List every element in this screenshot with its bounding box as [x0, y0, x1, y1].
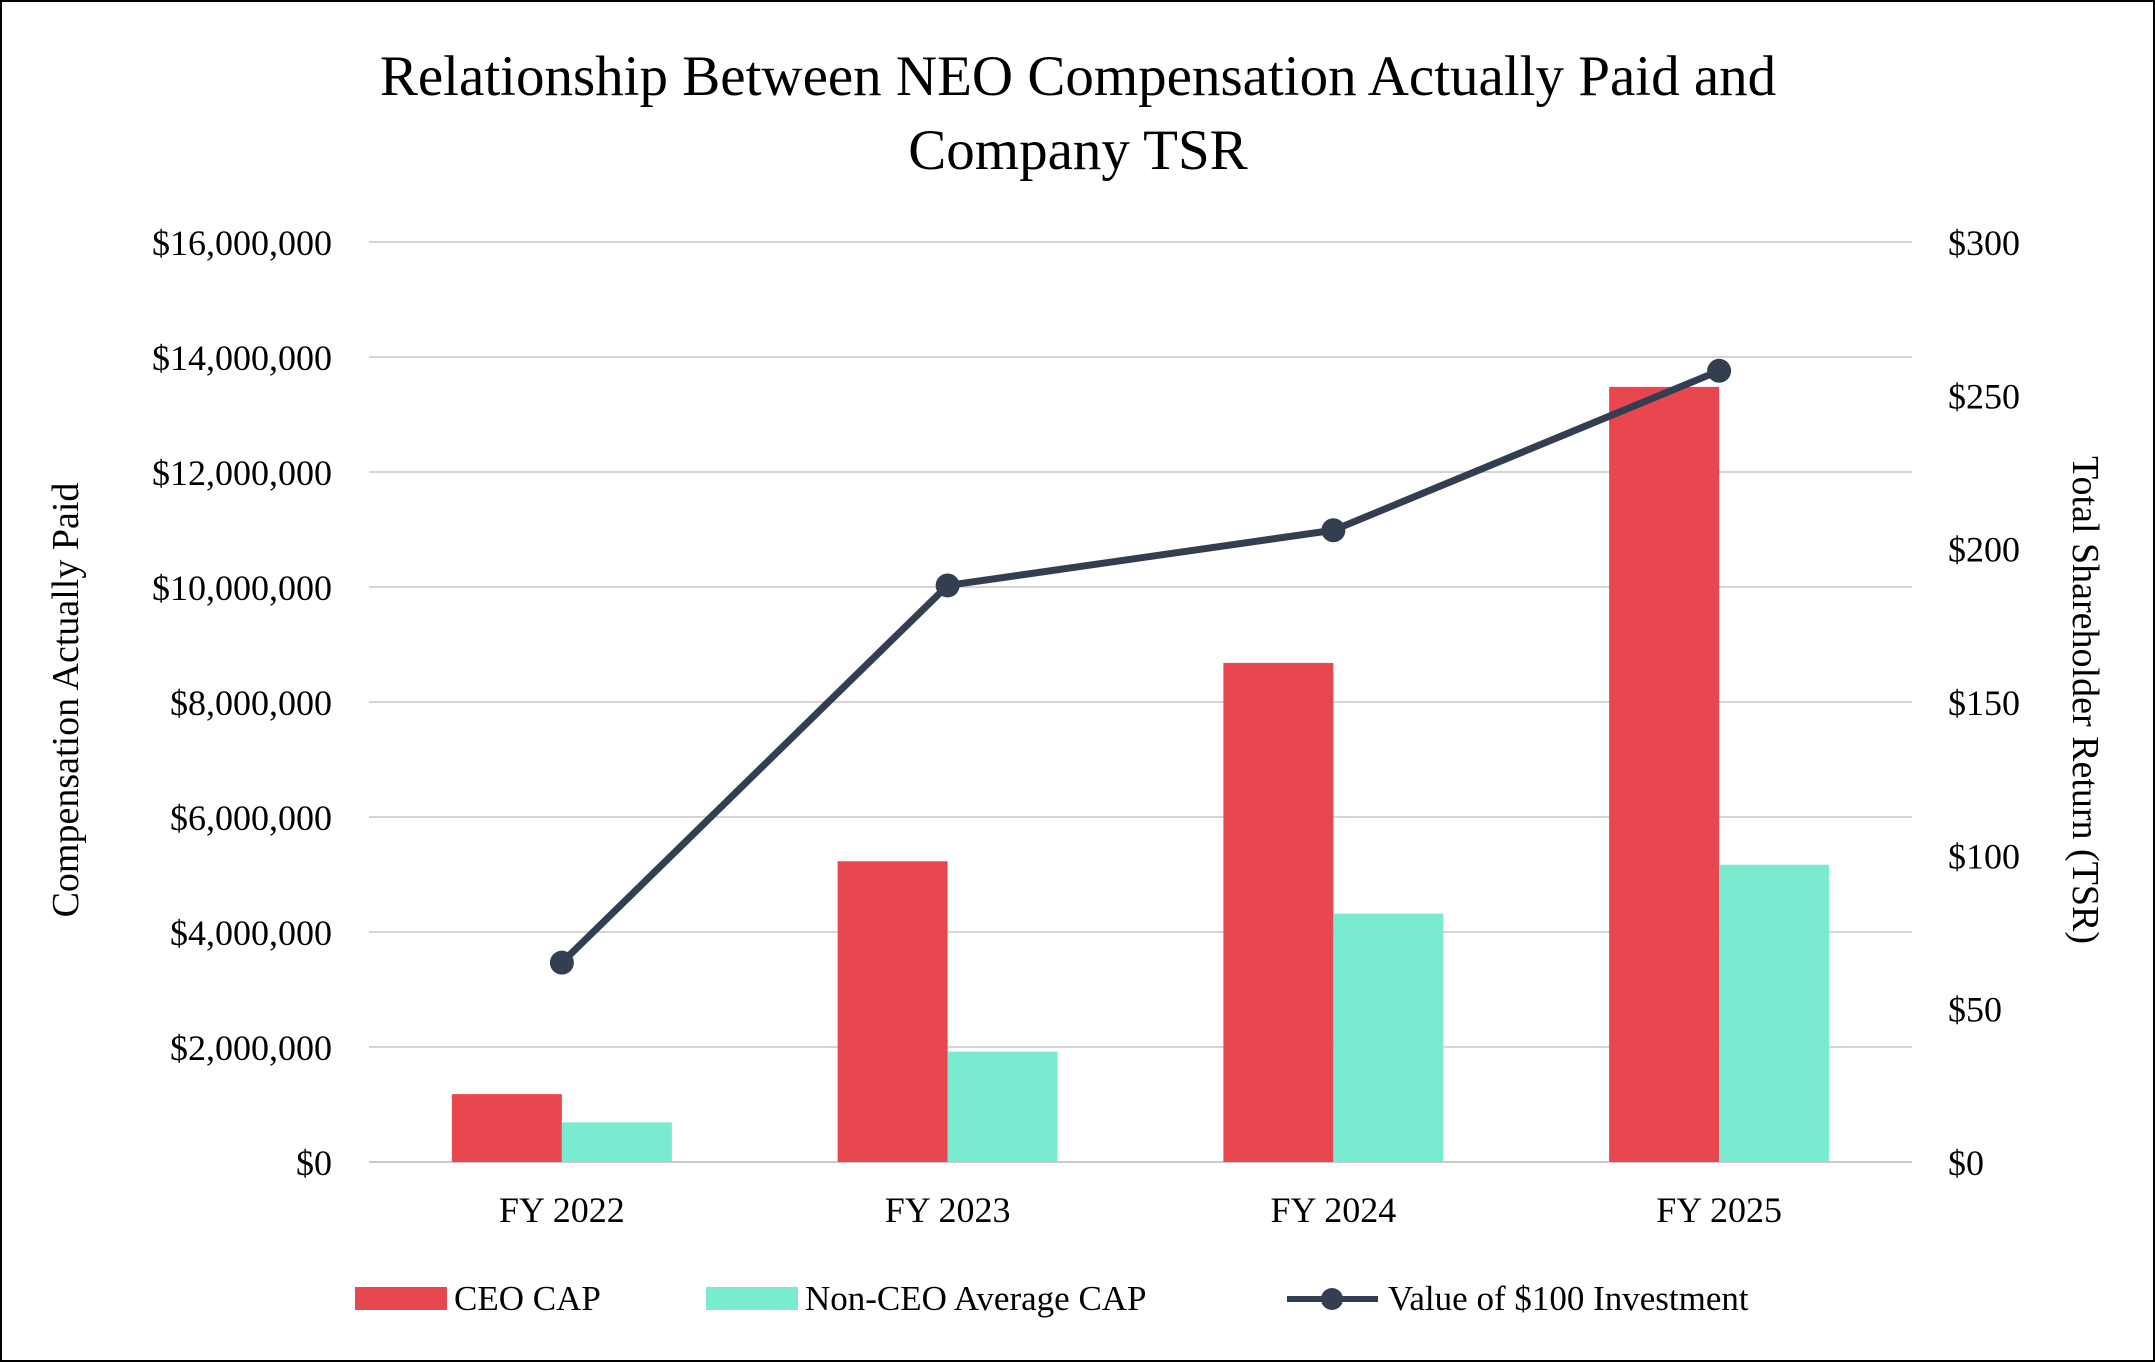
legend-label-ceo-cap: CEO CAP	[454, 1279, 601, 1318]
tsr-point	[1707, 358, 1732, 383]
tsr-line-path	[559, 367, 1721, 966]
tsr-point	[549, 950, 574, 975]
bar-ceo-cap	[1223, 662, 1334, 1162]
legend-swatch-ceo-cap	[355, 1287, 447, 1310]
left-tick-label: $6,000,000	[170, 798, 332, 838]
legend-label-tsr: Value of $100 Investment	[1388, 1279, 1749, 1318]
left-tick-label: $8,000,000	[170, 683, 332, 723]
category-label: FY 2024	[1271, 1190, 1397, 1230]
axes: $0 $2,000,000 $4,000,000 $6,000,000 $8,000,0…	[152, 223, 2020, 1230]
right-tick-label: $200	[1948, 530, 2020, 570]
chart-title-line-2: Company TSR	[908, 119, 1247, 182]
bar-non-ceo-cap	[561, 1122, 672, 1162]
left-tick-label: $16,000,000	[152, 223, 332, 263]
right-tick-label: $50	[1948, 990, 2002, 1030]
bar-ceo-cap	[837, 861, 948, 1162]
category-label: FY 2025	[1656, 1190, 1782, 1230]
legend-marker-tsr	[1321, 1288, 1343, 1310]
right-tick-label: $300	[1948, 223, 2020, 263]
legend-label-non-ceo-cap: Non-CEO Average CAP	[805, 1279, 1147, 1318]
category-label: FY 2023	[885, 1190, 1011, 1230]
left-tick-label: $10,000,000	[152, 568, 332, 608]
tsr-line	[549, 358, 1732, 975]
bar-ceo-cap	[451, 1094, 562, 1162]
right-tick-label: $100	[1948, 836, 2020, 876]
bar-non-ceo-cap	[1333, 913, 1444, 1162]
right-tick-label: $250	[1948, 376, 2020, 416]
left-tick-label: $14,000,000	[152, 338, 332, 378]
legend-swatch-non-ceo-cap	[706, 1287, 798, 1310]
legend: CEO CAP Non-CEO Average CAP Value of $10…	[355, 1279, 1749, 1318]
bar-ceo-cap	[1609, 386, 1720, 1162]
bars	[451, 386, 1830, 1162]
gridlines	[369, 241, 1912, 1163]
tsr-point	[1321, 518, 1346, 543]
left-tick-label: $2,000,000	[170, 1028, 332, 1068]
left-tick-label: $0	[296, 1143, 332, 1183]
bar-non-ceo-cap	[947, 1051, 1058, 1162]
right-tick-label: $150	[1948, 683, 2020, 723]
tsr-point	[935, 573, 960, 598]
right-axis-label: Total Shareholder Return (TSR)	[2064, 456, 2106, 944]
right-tick-label: $0	[1948, 1143, 1984, 1183]
category-label: FY 2022	[499, 1190, 625, 1230]
chart-title-line-1: Relationship Between NEO Compensation Ac…	[380, 45, 1776, 108]
left-axis-label: Compensation Actually Paid	[45, 483, 87, 918]
left-tick-label: $4,000,000	[170, 913, 332, 953]
left-tick-label: $12,000,000	[152, 453, 332, 493]
bar-non-ceo-cap	[1719, 864, 1830, 1162]
